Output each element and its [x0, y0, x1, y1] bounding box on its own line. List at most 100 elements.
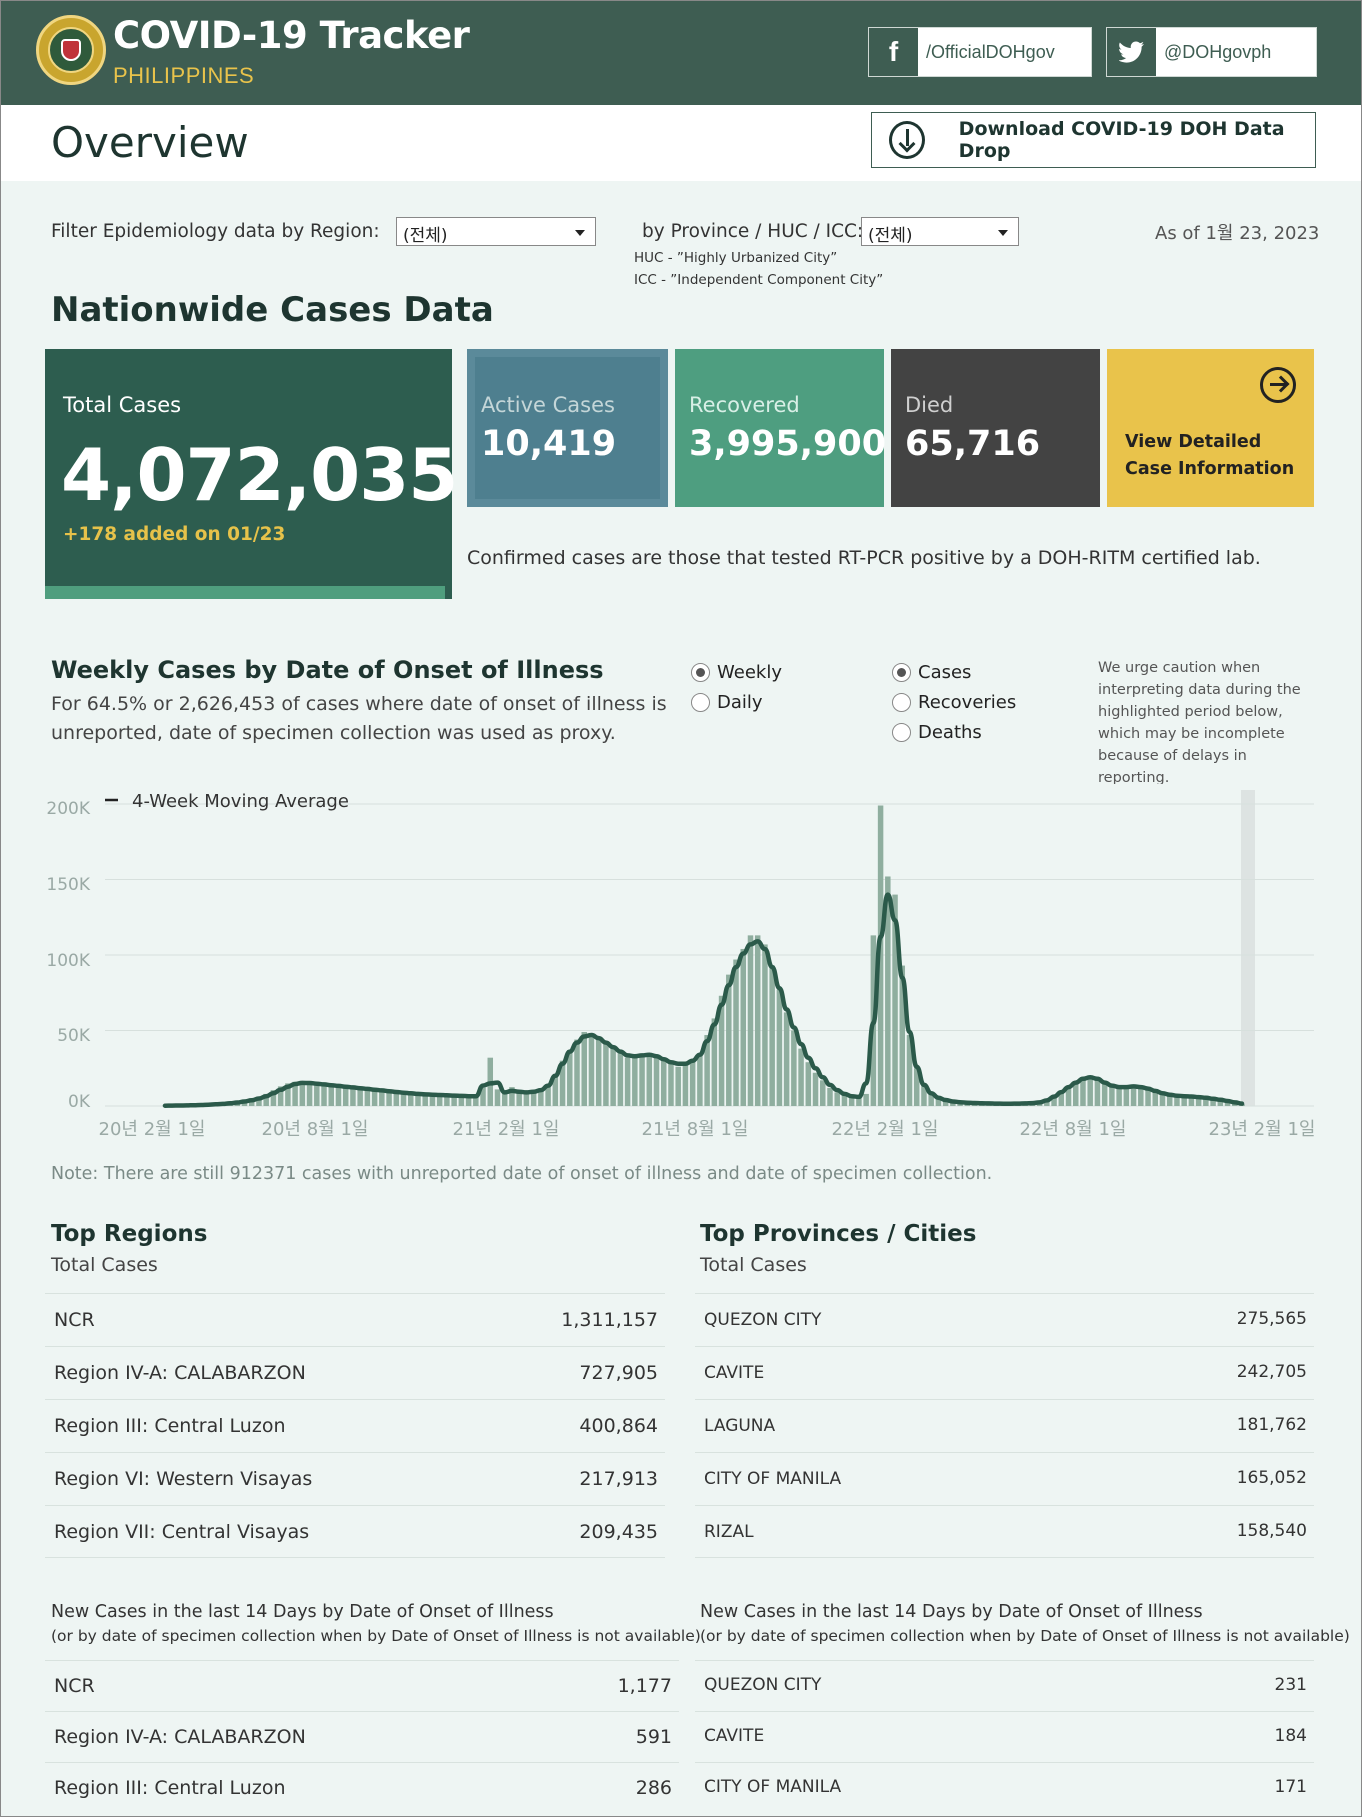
weekly-cases-bar — [1203, 1098, 1209, 1106]
top-regions-table: NCR 1,311,157 Region IV-A: CALABARZON 727,9… — [45, 1293, 665, 1558]
radio-weekly-label: Weekly — [717, 662, 782, 683]
row-value: 727,905 — [579, 1362, 658, 1384]
weekly-cases-bar — [429, 1094, 436, 1106]
new-cases-province-row[interactable]: CAVITE 184 — [695, 1711, 1314, 1762]
x-tick-label: 20년 8월 1일 — [262, 1119, 369, 1140]
recovered-tile[interactable]: Recovered 3,995,900 — [675, 349, 887, 507]
weekly-cases-bar — [1174, 1096, 1180, 1106]
weekly-cases-bar — [726, 974, 732, 1106]
weekly-cases-bar — [545, 1086, 551, 1106]
region-row[interactable]: Region III: Central Luzon 400,864 — [45, 1399, 665, 1452]
weekly-cases-bar — [892, 894, 898, 1106]
radio-cases[interactable]: Cases — [892, 662, 971, 683]
x-tick-label: 22년 8월 1일 — [1020, 1119, 1127, 1140]
radio-weekly[interactable]: Weekly — [691, 662, 782, 683]
weekly-cases-bar — [632, 1056, 638, 1106]
new-cases-region-row[interactable]: Region IV-A: CALABARZON 591 — [45, 1711, 679, 1762]
row-name: QUEZON CITY — [704, 1675, 822, 1695]
radio-daily[interactable]: Daily — [691, 692, 763, 713]
region-row[interactable]: Region VI: Western Visayas 217,913 — [45, 1452, 665, 1505]
province-row[interactable]: LAGUNA 181,762 — [695, 1399, 1314, 1452]
radio-cases-label: Cases — [918, 662, 972, 683]
y-tick-label: 200K — [46, 799, 90, 819]
weekly-cases-bar — [1058, 1092, 1065, 1106]
weekly-cases-bar — [285, 1083, 291, 1106]
active-cases-label: Active Cases — [481, 393, 615, 417]
row-value: 591 — [635, 1726, 672, 1748]
new-cases-provinces-title: New Cases in the last 14 Days by Date of… — [700, 1602, 1203, 1622]
region-row[interactable]: NCR 1,311,157 — [45, 1293, 665, 1346]
died-value: 65,716 — [905, 424, 1041, 464]
facebook-link[interactable]: f /OfficialDOHgov — [868, 27, 1092, 77]
top-regions-subtitle: Total Cases — [51, 1254, 158, 1276]
new-cases-province-row[interactable]: CITY OF MANILA 171 — [695, 1762, 1314, 1810]
new-cases-province-row[interactable]: QUEZON CITY 231 — [695, 1660, 1314, 1711]
weekly-cases-bar — [1159, 1093, 1166, 1106]
weekly-cases-bar — [697, 1053, 703, 1106]
weekly-cases-bar — [559, 1060, 566, 1106]
radio-recoveries[interactable]: Recoveries — [892, 692, 1016, 713]
y-tick-label: 50K — [57, 1026, 91, 1046]
region-row[interactable]: Region IV-A: CALABARZON 727,905 — [45, 1346, 665, 1399]
weekly-cases-bar — [812, 1072, 819, 1106]
weekly-cases-bar — [820, 1080, 826, 1106]
weekly-cases-bar — [747, 935, 754, 1106]
weekly-cases-bar — [1101, 1083, 1108, 1106]
province-row[interactable]: RIZAL 158,540 — [695, 1505, 1314, 1558]
weekly-cases-bar — [277, 1086, 284, 1106]
radio-deaths[interactable]: Deaths — [892, 722, 982, 743]
view-detailed-case-button[interactable]: View Detailed Case Information — [1107, 349, 1314, 507]
died-tile[interactable]: Died 65,716 — [891, 349, 1100, 507]
weekly-cases-bar — [841, 1095, 848, 1106]
province-select[interactable]: (전체) — [861, 217, 1019, 246]
weekly-cases-bar — [668, 1063, 674, 1106]
weekly-cases-bar — [256, 1096, 262, 1106]
recovered-value: 3,995,900 — [689, 424, 887, 464]
new-cases-region-row[interactable]: NCR 1,177 — [45, 1660, 679, 1711]
weekly-cases-bar — [776, 989, 783, 1106]
row-value: 242,705 — [1236, 1362, 1307, 1382]
twitter-link[interactable]: @DOHgovph — [1106, 27, 1317, 77]
new-cases-region-row[interactable]: Region III: Central Luzon 286 — [45, 1762, 679, 1810]
new-cases-regions-heading: New Cases in the last 14 Days by Date of… — [51, 1600, 701, 1648]
weekly-cases-bar — [834, 1092, 840, 1106]
y-tick-label: 100K — [46, 951, 90, 971]
province-row[interactable]: CITY OF MANILA 165,052 — [695, 1452, 1314, 1505]
weekly-cases-bar — [1051, 1096, 1057, 1106]
weekly-cases-bar — [827, 1087, 833, 1106]
weekly-cases-bar — [718, 995, 725, 1106]
province-row[interactable]: CAVITE 242,705 — [695, 1346, 1314, 1399]
caution-note: We urge caution when interpreting data d… — [1098, 660, 1301, 784]
page-title: Overview — [51, 118, 249, 167]
new-cases-provinces-table: QUEZON CITY 231 CAVITE 184 CITY OF MANILA 171 — [695, 1660, 1314, 1810]
download-data-drop-button[interactable]: Download COVID-19 DOH Data Drop — [871, 112, 1316, 168]
nationwide-title: Nationwide Cases Data — [51, 290, 494, 330]
weekly-cases-bar — [848, 1096, 855, 1106]
chevron-down-icon — [998, 230, 1008, 236]
top-provinces-title: Top Provinces / Cities — [700, 1221, 977, 1247]
province-row[interactable]: QUEZON CITY 275,565 — [695, 1293, 1314, 1346]
weekly-cases-bar — [877, 805, 884, 1106]
weekly-cases-bar — [1065, 1086, 1072, 1106]
weekly-cases-bar — [342, 1087, 349, 1107]
x-tick-label: 22년 2월 1일 — [832, 1119, 939, 1140]
region-select[interactable]: (전체) — [396, 217, 596, 246]
new-cases-regions-subtitle: (or by date of specimen collection when … — [51, 1627, 701, 1645]
x-tick-label: 21년 2월 1일 — [453, 1119, 560, 1140]
weekly-cases-chart[interactable]: 200K 150K 100K 50K 0K 4-Week Moving Average 20… — [0, 780, 1362, 1150]
active-cases-tile[interactable]: Active Cases 10,419 — [467, 349, 668, 507]
row-name: Region IV-A: CALABARZON — [54, 1726, 306, 1748]
weekly-cases-bar — [270, 1090, 277, 1106]
weekly-cases-bar — [1094, 1078, 1101, 1106]
region-row[interactable]: Region VII: Central Visayas 209,435 — [45, 1505, 665, 1558]
died-label: Died — [905, 393, 954, 417]
row-value: 171 — [1274, 1777, 1307, 1797]
weekly-cases-bar — [1195, 1097, 1202, 1106]
weekly-cases-bar — [371, 1090, 378, 1106]
weekly-cases-bar — [335, 1086, 342, 1106]
row-name: QUEZON CITY — [704, 1310, 822, 1330]
weekly-cases-bar — [1152, 1091, 1159, 1106]
weekly-cases-bar — [704, 1035, 710, 1106]
chevron-down-icon — [575, 230, 585, 236]
top-provinces-table: QUEZON CITY 275,565 CAVITE 242,705 LAGUNA 181… — [695, 1293, 1314, 1558]
